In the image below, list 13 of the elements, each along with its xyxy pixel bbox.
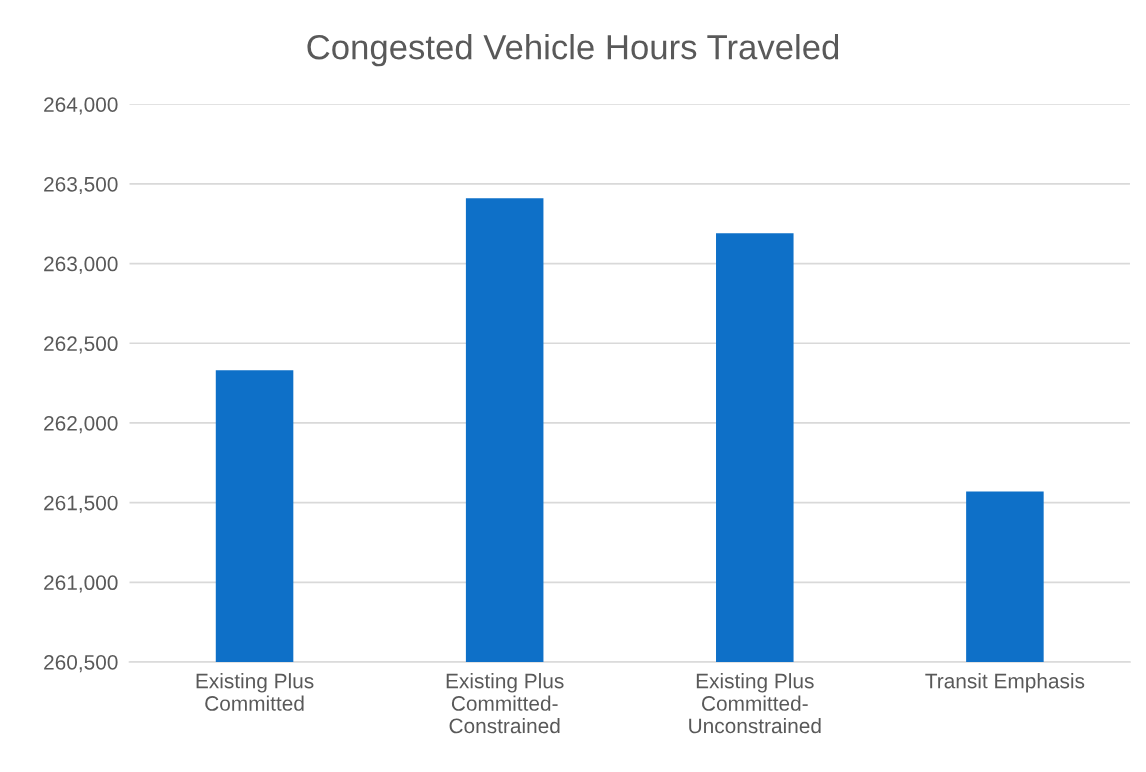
y-tick-label: 262,500 [44,336,118,354]
x-tick-label: Transit Emphasis [925,673,1085,693]
y-tick-label: 263,000 [44,256,118,274]
x-tick-label: Existing Plus Committed- Constrained [446,673,564,734]
y-tick-label: 261,000 [44,575,118,593]
y-tick-label: 261,500 [44,495,118,513]
x-tick-label: Existing Plus Committed [196,673,314,711]
y-tick-label: 263,500 [44,176,118,195]
x-tick-label: Existing Plus Committed- Unconstrained [689,673,821,734]
y-tick-label: 264,000 [44,97,118,115]
y-tick-label: 262,000 [44,415,118,434]
chart-title: Congested Vehicle Hours Traveled [307,34,839,67]
y-tick-label: 260,500 [44,654,118,673]
